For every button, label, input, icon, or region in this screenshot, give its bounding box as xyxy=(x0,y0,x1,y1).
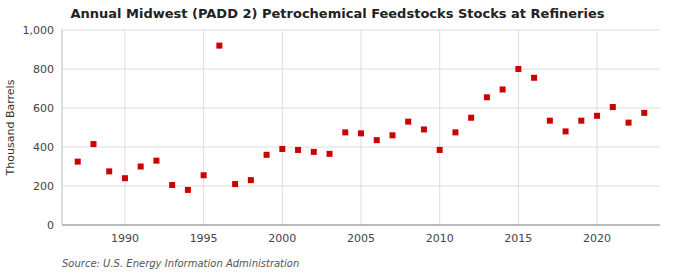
point xyxy=(626,120,632,126)
point xyxy=(358,130,364,136)
y-tick-label: 800 xyxy=(33,63,54,76)
title: Annual Midwest (PADD 2) Petrochemical Fe… xyxy=(70,6,604,21)
x-tick-label: 2020 xyxy=(583,232,611,245)
x-tick-label: 2005 xyxy=(347,232,375,245)
point xyxy=(405,119,411,125)
x-grid-line xyxy=(203,30,204,225)
point xyxy=(122,175,128,181)
point xyxy=(279,146,285,152)
point xyxy=(452,129,458,135)
y-tick-label: 1,000 xyxy=(23,24,55,37)
point xyxy=(311,149,317,155)
y-tick-label: 200 xyxy=(33,180,54,193)
point xyxy=(641,110,647,116)
points xyxy=(75,43,648,193)
point xyxy=(484,94,490,100)
point xyxy=(578,118,584,124)
source-note: Source: U.S. Energy Information Administ… xyxy=(62,258,299,269)
x-tick-label: 1995 xyxy=(190,232,218,245)
x-grid-line xyxy=(597,30,598,225)
point xyxy=(169,182,175,188)
grid xyxy=(62,30,660,225)
x-grid-line xyxy=(439,30,440,225)
point xyxy=(389,132,395,138)
point xyxy=(468,115,474,121)
x-grid-line xyxy=(282,30,283,225)
point xyxy=(248,177,254,183)
x-grid-line xyxy=(124,30,125,225)
point xyxy=(327,151,333,157)
point xyxy=(563,128,569,134)
point xyxy=(138,164,144,170)
x-tick-label: 1990 xyxy=(111,232,139,245)
y-tick-label: 400 xyxy=(33,141,54,154)
point xyxy=(437,147,443,153)
point xyxy=(75,159,81,165)
y-tick-label: 600 xyxy=(33,102,54,115)
point xyxy=(153,158,159,164)
point xyxy=(594,113,600,119)
x-grid-line xyxy=(518,30,519,225)
point xyxy=(547,118,553,124)
point xyxy=(216,43,222,49)
point xyxy=(106,168,112,174)
point xyxy=(295,147,301,153)
x-axis-line xyxy=(62,225,660,226)
point xyxy=(264,152,270,158)
point xyxy=(531,75,537,81)
x-grid-line xyxy=(361,30,362,225)
x-tick-label: 2015 xyxy=(504,232,532,245)
y-axis-label: Thousand Barrels xyxy=(4,79,17,176)
y-axis-line xyxy=(62,30,63,225)
y-tick-label: 0 xyxy=(47,219,54,232)
chart: 0 200 400 600 800 1,000 1990 1995 2000 2005 2010 20… xyxy=(0,0,675,275)
point xyxy=(421,126,427,132)
y-grid-line xyxy=(62,225,660,226)
point xyxy=(515,66,521,72)
point xyxy=(90,141,96,147)
x-tick-label: 2010 xyxy=(426,232,454,245)
point xyxy=(201,172,207,178)
point xyxy=(232,181,238,187)
point xyxy=(374,137,380,143)
x-tick-label: 2000 xyxy=(268,232,296,245)
point xyxy=(500,86,506,92)
point xyxy=(610,104,616,110)
point xyxy=(342,129,348,135)
point xyxy=(185,187,191,193)
